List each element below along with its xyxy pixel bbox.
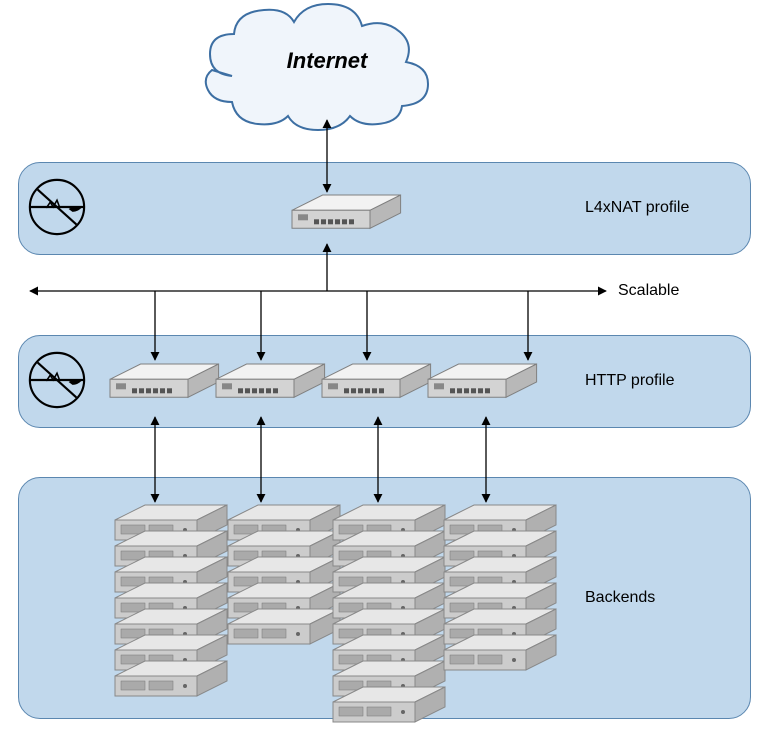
label-http: HTTP profile [585,372,675,390]
label-backends: Backends [585,589,655,607]
zen-icon [26,176,88,238]
internet-cloud: Internet [206,4,428,130]
label-l4xnat: L4xNAT profile [585,199,689,217]
internet-label: Internet [287,48,369,73]
zen-icon [26,349,88,411]
label-scalable: Scalable [618,282,679,300]
diagram-stage: L4xNAT profile HTTP profile Backends Sca… [0,0,768,731]
